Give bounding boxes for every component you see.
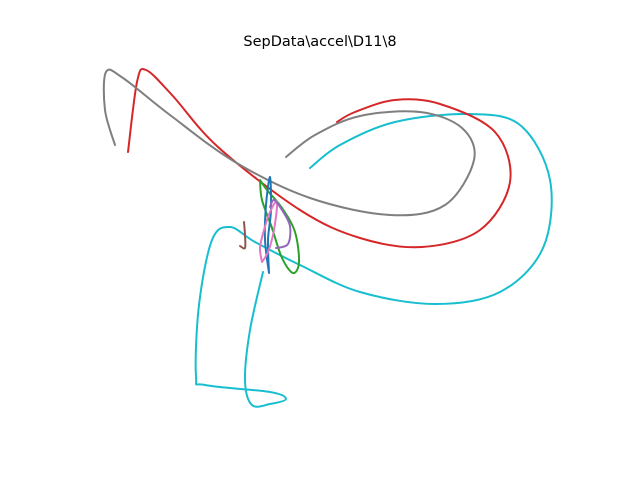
series-line-1 <box>194 112 553 408</box>
series-line-5 <box>263 175 273 274</box>
series-line-8 <box>239 221 247 250</box>
series-line-2 <box>127 68 512 249</box>
series-line-3 <box>102 68 476 217</box>
series-line-7 <box>269 199 292 249</box>
chart-title: SepData\accel\D11\8 <box>243 34 397 50</box>
series-line-4 <box>259 179 301 275</box>
series-line-6 <box>258 200 279 263</box>
